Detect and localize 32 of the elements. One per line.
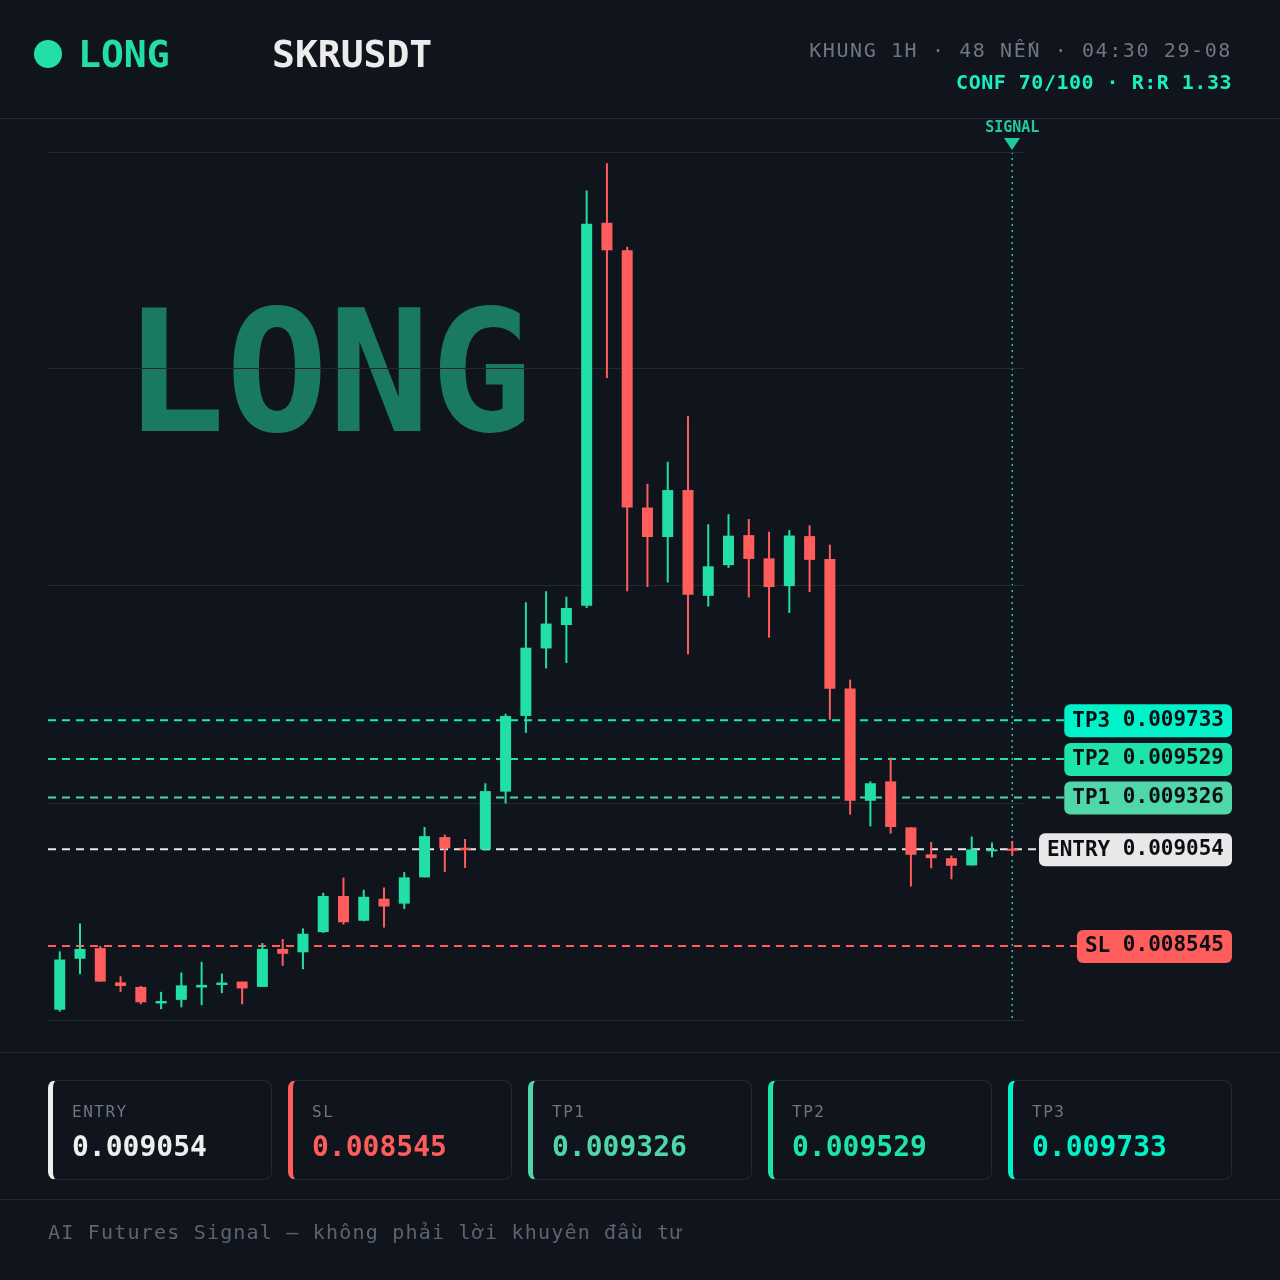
category-label: ENTRY xyxy=(72,1102,128,1121)
y-tick-label: 0.009529 xyxy=(1122,745,1224,770)
text: CONF 70/100 · R:R 1.33 xyxy=(956,70,1232,94)
chart-subtitle: KHUNG 1H · 48 NẾN · 04:30 29-08 xyxy=(809,38,1232,62)
price-card: TP2 0.009529 xyxy=(768,1080,992,1180)
ref-line-label: ENTRY xyxy=(1047,836,1111,861)
y-tick-label: 0.009326 xyxy=(1122,783,1224,808)
category-label: SL xyxy=(312,1102,335,1121)
y-tick-label: 0.008545 xyxy=(1122,932,1224,957)
text: LONG xyxy=(78,32,170,76)
data-label: 0.009326 xyxy=(552,1130,687,1163)
price-card: ENTRY 0.009054 xyxy=(48,1080,272,1180)
category-label: TP2 xyxy=(792,1102,826,1121)
text: AI Futures Signal — không phải lời khuyên đầu tư xyxy=(48,1220,684,1244)
category-label: TP1 xyxy=(552,1102,586,1121)
y-tick-label: 0.009733 xyxy=(1122,706,1224,731)
ref-line-label: TP1 xyxy=(1072,784,1111,809)
data-label: 0.008545 xyxy=(312,1130,447,1163)
chart-title: SKRUSDT xyxy=(272,32,433,76)
y-tick-label: 0.009054 xyxy=(1122,835,1224,860)
price-card: SL 0.008545 xyxy=(288,1080,512,1180)
ref-line-label: SL xyxy=(1084,933,1111,958)
data-label: 0.009054 xyxy=(72,1130,207,1163)
ref-line-label: TP2 xyxy=(1072,746,1111,771)
data-label: 0.009733 xyxy=(1032,1130,1167,1163)
category-label: TP3 xyxy=(1032,1102,1066,1121)
data-label: 0.009529 xyxy=(792,1130,927,1163)
annotation: LONG xyxy=(123,272,533,471)
price-card: TP1 0.009326 xyxy=(528,1080,752,1180)
price-card: TP3 0.009733 xyxy=(1008,1080,1232,1180)
ref-line-label: TP3 xyxy=(1072,707,1111,732)
text: SIGNAL xyxy=(984,118,1041,136)
